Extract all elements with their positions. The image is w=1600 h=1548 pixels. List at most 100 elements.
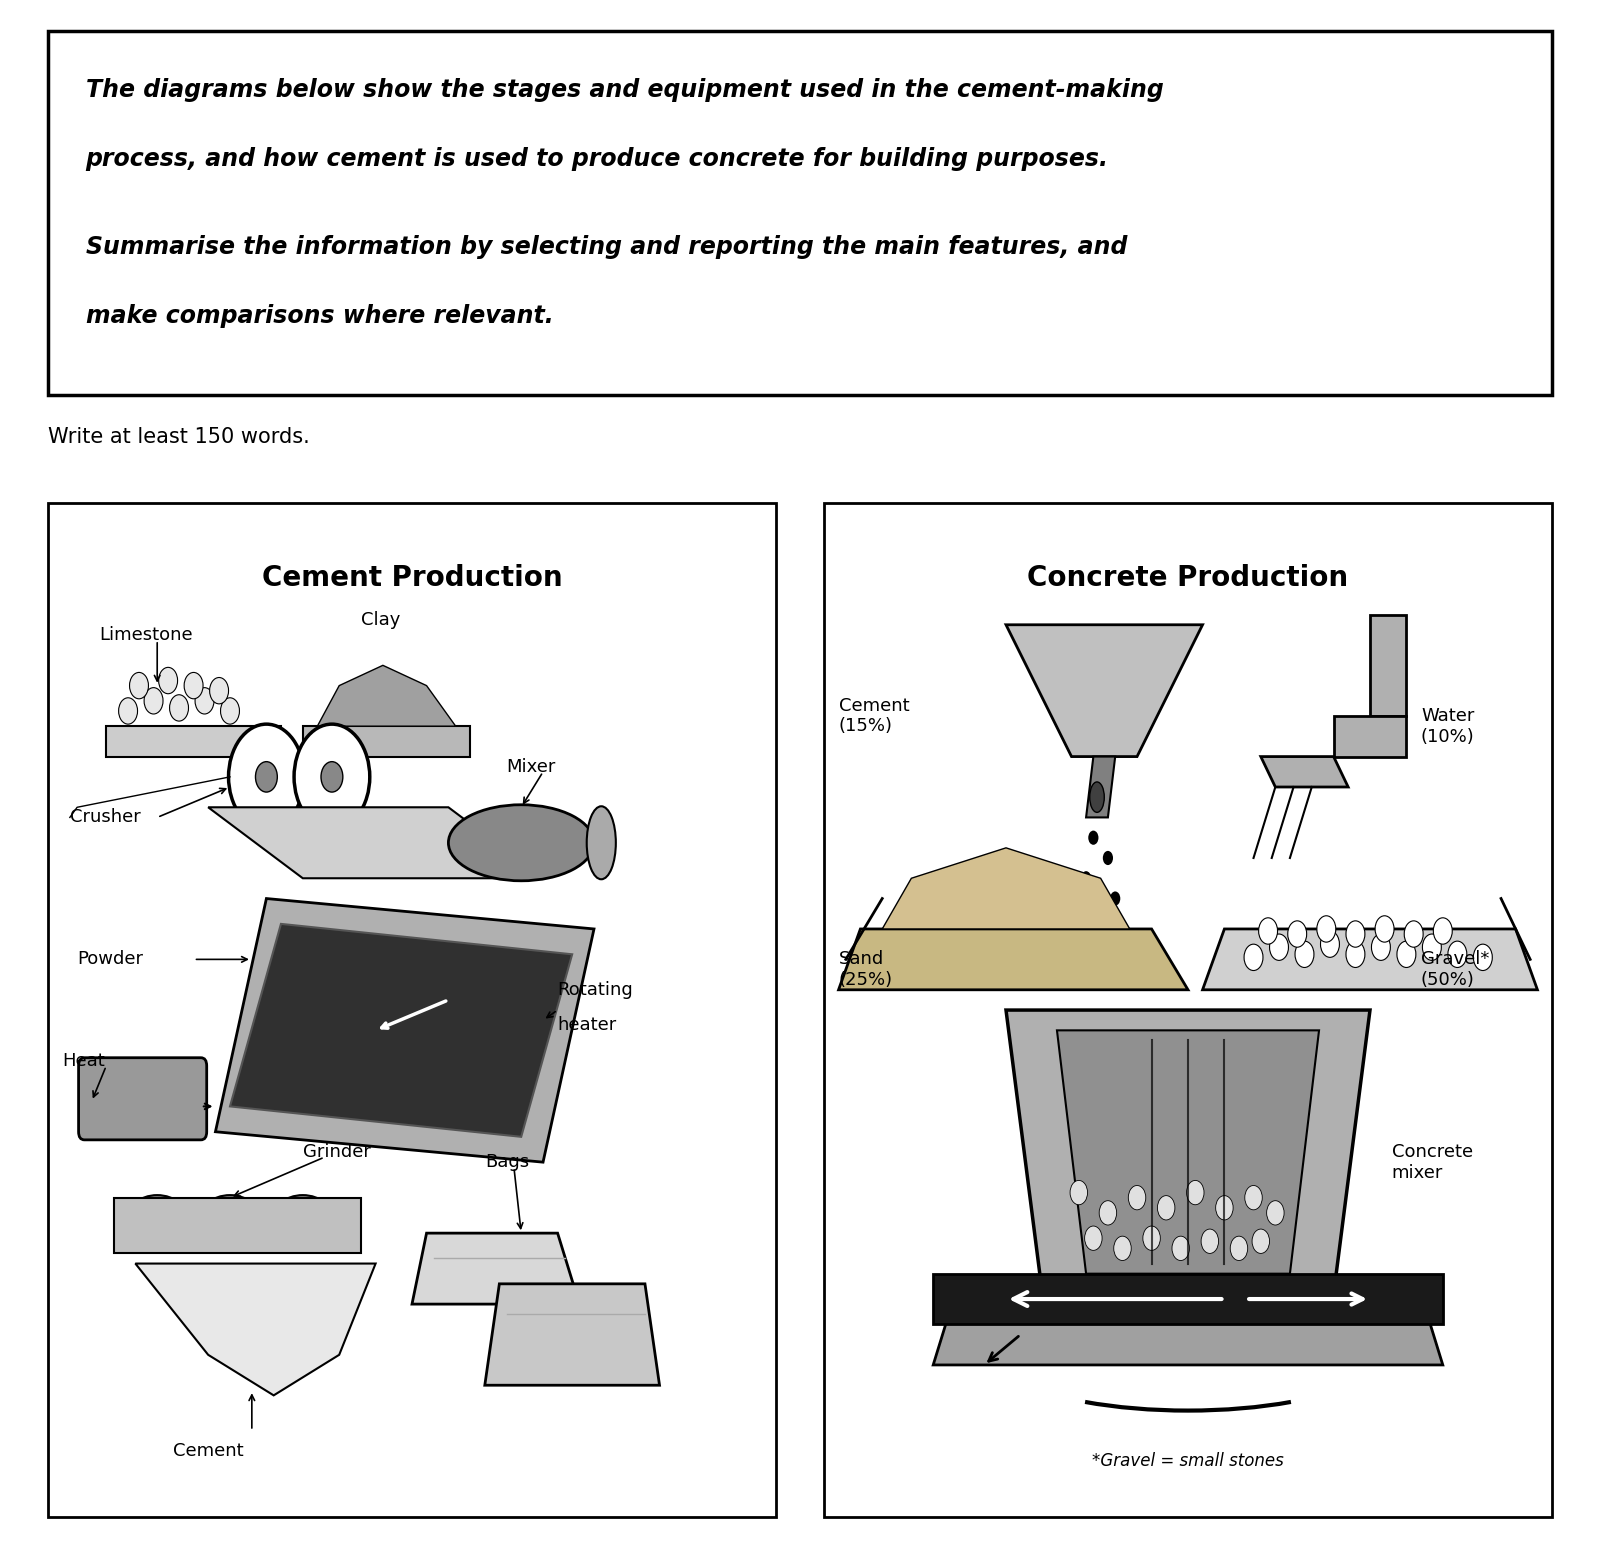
Ellipse shape [125, 1195, 190, 1251]
Text: Water
(10%): Water (10%) [1421, 707, 1475, 746]
Circle shape [1187, 1181, 1205, 1204]
Polygon shape [1006, 1009, 1370, 1294]
Circle shape [1346, 941, 1365, 968]
FancyBboxPatch shape [78, 1057, 206, 1139]
Circle shape [1288, 921, 1307, 947]
Text: Clay: Clay [362, 611, 400, 628]
Polygon shape [413, 1234, 579, 1303]
Circle shape [294, 724, 370, 830]
Circle shape [1088, 972, 1099, 986]
Ellipse shape [270, 1195, 336, 1251]
Circle shape [1114, 1237, 1131, 1260]
Circle shape [1374, 916, 1394, 943]
Circle shape [322, 762, 342, 793]
Circle shape [1128, 1186, 1146, 1211]
Polygon shape [838, 929, 1187, 989]
Circle shape [1110, 892, 1120, 906]
Circle shape [1216, 1195, 1234, 1220]
Circle shape [1405, 921, 1422, 947]
Circle shape [1082, 872, 1091, 885]
Polygon shape [485, 1283, 659, 1385]
Circle shape [1157, 1195, 1174, 1220]
Circle shape [1102, 952, 1114, 966]
Text: make comparisons where relevant.: make comparisons where relevant. [86, 303, 554, 328]
Text: Cement: Cement [173, 1443, 243, 1460]
Circle shape [158, 667, 178, 694]
Circle shape [1434, 918, 1453, 944]
Text: Grinder: Grinder [302, 1142, 371, 1161]
Text: heater: heater [557, 1017, 618, 1034]
Polygon shape [1058, 1031, 1318, 1274]
Circle shape [195, 687, 214, 714]
Circle shape [144, 687, 163, 714]
Circle shape [1448, 941, 1467, 968]
Polygon shape [106, 726, 282, 757]
FancyBboxPatch shape [824, 503, 1552, 1517]
Circle shape [130, 672, 149, 698]
Text: Bags: Bags [485, 1153, 530, 1172]
Polygon shape [1370, 615, 1406, 717]
Circle shape [1320, 930, 1339, 957]
Circle shape [1096, 912, 1106, 926]
Circle shape [1317, 916, 1336, 943]
Circle shape [1171, 1237, 1189, 1260]
Circle shape [1245, 1186, 1262, 1211]
Circle shape [1346, 921, 1365, 947]
Text: Crusher: Crusher [70, 808, 141, 827]
Circle shape [229, 724, 304, 830]
Circle shape [210, 678, 229, 704]
Text: The diagrams below show the stages and equipment used in the cement-making: The diagrams below show the stages and e… [86, 79, 1163, 102]
Text: Sand
(25%): Sand (25%) [838, 950, 893, 989]
Circle shape [1294, 941, 1314, 968]
Polygon shape [216, 898, 594, 1163]
FancyBboxPatch shape [48, 503, 776, 1517]
Polygon shape [302, 726, 470, 757]
Circle shape [1099, 1201, 1117, 1224]
Circle shape [1070, 1181, 1088, 1204]
Text: process, and how cement is used to produce concrete for building purposes.: process, and how cement is used to produ… [86, 147, 1109, 172]
Circle shape [170, 695, 189, 721]
Polygon shape [1006, 625, 1203, 757]
Circle shape [118, 698, 138, 724]
Text: Concrete Production: Concrete Production [1027, 563, 1349, 591]
Polygon shape [1086, 757, 1115, 817]
Circle shape [1269, 933, 1288, 960]
Polygon shape [1203, 929, 1538, 989]
Circle shape [1253, 1229, 1269, 1254]
Text: Cement
(15%): Cement (15%) [838, 697, 909, 735]
Circle shape [184, 672, 203, 698]
Circle shape [1202, 1229, 1219, 1254]
Ellipse shape [448, 805, 594, 881]
Circle shape [221, 698, 240, 724]
Polygon shape [1333, 717, 1406, 757]
Polygon shape [208, 807, 542, 878]
Circle shape [1088, 831, 1099, 845]
Polygon shape [317, 666, 456, 726]
Circle shape [1397, 941, 1416, 968]
Text: Summarise the information by selecting and reporting the main features, and: Summarise the information by selecting a… [86, 235, 1126, 259]
Circle shape [1142, 1226, 1160, 1251]
Polygon shape [136, 1263, 376, 1395]
Text: Mixer: Mixer [507, 757, 557, 776]
Polygon shape [114, 1198, 362, 1254]
Circle shape [1245, 944, 1262, 971]
Polygon shape [882, 848, 1130, 929]
Polygon shape [230, 924, 573, 1136]
Circle shape [1267, 1201, 1285, 1224]
Circle shape [1474, 944, 1493, 971]
Text: Concrete
mixer: Concrete mixer [1392, 1142, 1474, 1181]
Text: Limestone: Limestone [99, 625, 192, 644]
Polygon shape [933, 1274, 1443, 1325]
Circle shape [1371, 933, 1390, 960]
Circle shape [1230, 1237, 1248, 1260]
Circle shape [1085, 1226, 1102, 1251]
Text: Rotating: Rotating [557, 981, 634, 998]
Circle shape [1082, 932, 1091, 946]
Text: *Gravel = small stones: *Gravel = small stones [1093, 1452, 1283, 1471]
Ellipse shape [1090, 782, 1104, 813]
Text: Cement Production: Cement Production [262, 563, 562, 591]
Ellipse shape [197, 1195, 262, 1251]
Text: Gravel*
(50%): Gravel* (50%) [1421, 950, 1490, 989]
Circle shape [1422, 933, 1442, 960]
Circle shape [1259, 918, 1277, 944]
